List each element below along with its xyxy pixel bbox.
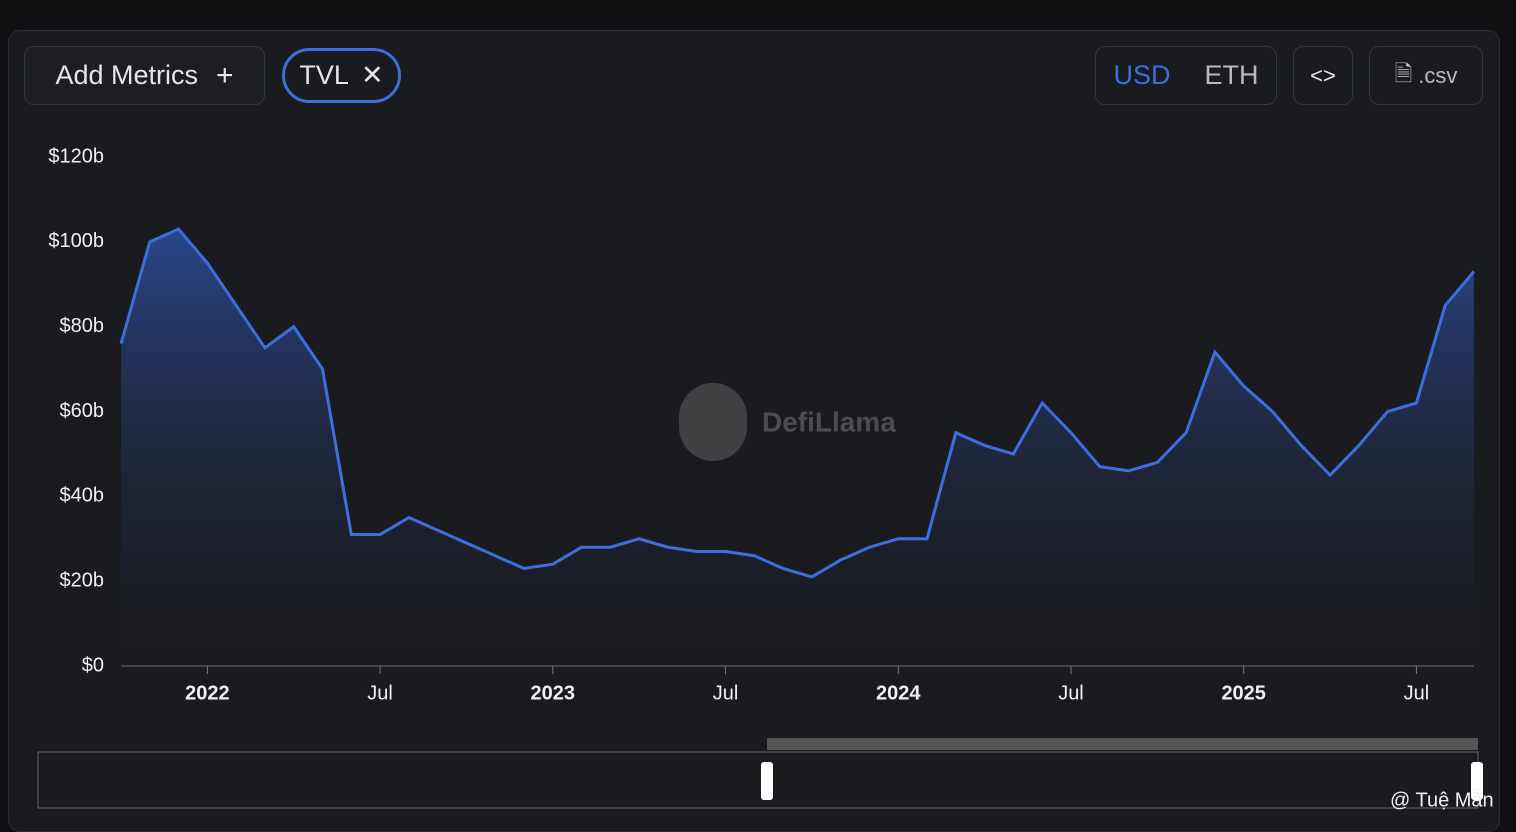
watermark-logo (679, 383, 747, 461)
credit: @ Tuệ Mẫn (1390, 788, 1494, 811)
x-tick-label: 2023 (531, 682, 576, 704)
area-fill (121, 229, 1474, 666)
file-icon: 🗎 (1394, 60, 1413, 86)
button-label: Add Metrics (55, 60, 198, 90)
x-tick-label: Jul (713, 682, 739, 704)
y-tick-label: $20b (60, 569, 105, 591)
x-tick-label: Jul (1404, 682, 1430, 704)
csv-button[interactable]: 🗎 .csv (1369, 46, 1483, 105)
currency-toggle: USD ETH (1095, 46, 1277, 105)
y-tick-label: $80b (60, 315, 105, 337)
tvl-chip[interactable]: TVL ✕ (282, 48, 401, 103)
y-tick-label: $0 (82, 654, 104, 676)
navigator-handle[interactable] (761, 762, 773, 800)
remove-icon: ✕ (360, 60, 384, 90)
navigator-handle[interactable] (1471, 762, 1483, 800)
eth-option[interactable]: ETH (1204, 60, 1259, 90)
x-tick-label: 2025 (1221, 682, 1266, 704)
x-tick-label: 2022 (185, 682, 230, 704)
x-tick-label: Jul (367, 682, 393, 704)
y-tick-label: $120b (48, 145, 104, 167)
embed-button[interactable]: <> (1293, 46, 1353, 105)
x-tick-label: Jul (1058, 682, 1084, 704)
x-tick-label: 2024 (876, 682, 921, 704)
tvl-line (119, 227, 1476, 579)
csv-label: .csv (1418, 62, 1458, 88)
watermark: DefiLlama (679, 383, 896, 461)
watermark-text: DefiLlama (762, 406, 896, 437)
chip-label: TVL (299, 60, 349, 90)
usd-option[interactable]: USD (1113, 60, 1171, 90)
add-metrics-button[interactable]: Add Metrics + (24, 46, 265, 105)
y-tick-label: $100b (48, 230, 104, 252)
y-tick-label: $60b (60, 400, 105, 422)
plus-icon: + (216, 58, 234, 92)
y-tick-label: $40b (60, 485, 105, 507)
navigator[interactable] (37, 751, 1479, 809)
navigator-scrollbar[interactable] (767, 738, 1478, 750)
